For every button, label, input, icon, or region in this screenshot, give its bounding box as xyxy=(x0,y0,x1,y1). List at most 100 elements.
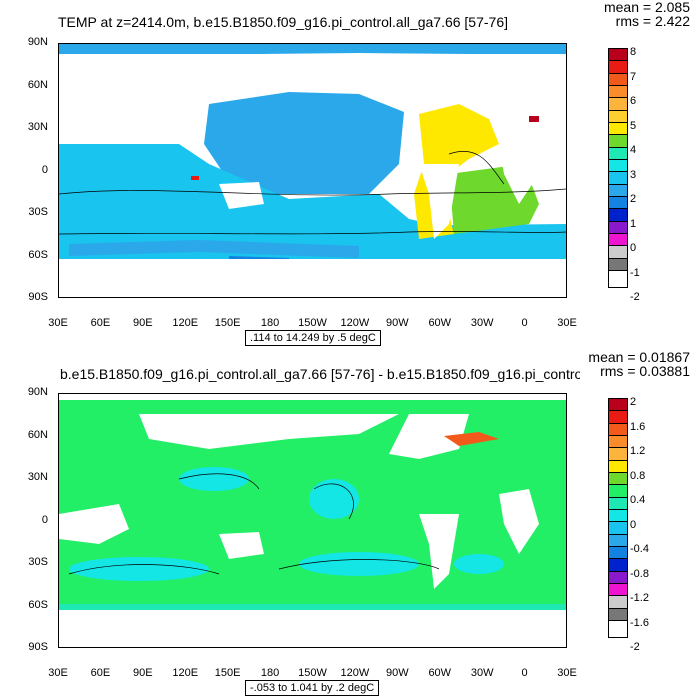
cbar1-bin xyxy=(609,110,627,123)
panel1-stats: mean = 2.085 rms = 2.422 xyxy=(604,0,690,28)
lon-label: 90W xyxy=(386,667,409,679)
lat-label: 30S xyxy=(28,556,48,568)
colorbar-label: 2 xyxy=(630,193,637,205)
cbar2-bin xyxy=(609,522,627,535)
lat-label: 60S xyxy=(28,248,48,261)
cbar1-bin xyxy=(609,221,627,234)
anomaly-1 xyxy=(179,467,249,491)
panel2-title: b.e15.B1850.f09_g16.pi_control.all_ga7.6… xyxy=(60,366,580,382)
contour-2 xyxy=(59,231,566,235)
lon-label: 120E xyxy=(172,667,199,679)
lon-label: 150W xyxy=(298,667,327,679)
anomaly-5 xyxy=(454,554,504,574)
cbar2-bin xyxy=(609,559,627,572)
cbar2-bin xyxy=(609,546,627,560)
panel2-mean: mean = 0.01867 xyxy=(588,349,690,365)
colorbar-label: -0.4 xyxy=(630,543,649,555)
colorbar-label: 3 xyxy=(630,168,637,181)
africa xyxy=(499,489,539,554)
australia xyxy=(219,532,264,559)
panel2-rms: rms = 0.03881 xyxy=(600,363,690,379)
panel1-title: TEMP at z=2414.0m, b.e15.B1850.f09_g16.p… xyxy=(58,14,509,30)
lat-label: 30N xyxy=(27,471,48,483)
colorbar-label: -2 xyxy=(630,291,640,303)
colorbar-label: 0 xyxy=(630,518,637,531)
panel2-map-svg xyxy=(59,394,566,647)
cbar1-bin xyxy=(609,85,627,99)
lon-label: 150W xyxy=(298,317,327,329)
cbar2-bin xyxy=(609,423,627,436)
cbar2-bin xyxy=(609,509,627,523)
cbar1-bin xyxy=(609,172,627,185)
panel2-colorbar xyxy=(608,398,628,638)
contour-2 xyxy=(313,483,354,520)
lat-label: 30N xyxy=(27,121,48,133)
cbar1-bin xyxy=(609,246,627,259)
lat-label: 60S xyxy=(28,598,48,611)
lon-label: 60W xyxy=(428,317,452,329)
colorbar-label: 1 xyxy=(630,217,637,230)
lon-label: 30E xyxy=(557,317,577,329)
india-region xyxy=(59,504,129,544)
panel1-map-svg xyxy=(59,44,566,297)
colorbar-label: -1 xyxy=(630,266,640,279)
cbar2-bin xyxy=(609,583,627,597)
lon-label: 0 xyxy=(521,667,528,679)
arctic-warm xyxy=(444,432,499,446)
lon-label: 60E xyxy=(90,317,111,329)
cbar1-bin xyxy=(609,147,627,160)
colorbar-label: -1.2 xyxy=(630,592,649,604)
mediterranean-warm xyxy=(529,116,539,122)
panel1-range: .114 to 14.249 by .5 degC xyxy=(245,330,381,346)
cbar1-bin xyxy=(609,61,627,74)
cbar2-bin xyxy=(609,435,627,449)
cbar1-bin xyxy=(609,98,627,111)
lon-label: 150E xyxy=(214,317,241,329)
circumpolar-current xyxy=(69,240,359,258)
lon-label: 30W xyxy=(470,667,494,679)
colorbar-label: -2 xyxy=(630,641,640,653)
cbar2-bin xyxy=(609,608,627,621)
lon-label: 120E xyxy=(172,317,199,329)
cbar2-bin xyxy=(609,485,627,498)
cbar1-bin xyxy=(609,135,627,148)
contour-3 xyxy=(278,559,440,570)
panel2-map xyxy=(58,393,567,648)
north-america xyxy=(389,64,469,109)
panel1-colorbar xyxy=(608,48,628,288)
panel1-mean: mean = 2.085 xyxy=(603,0,690,15)
cbar2-bin xyxy=(609,534,627,547)
colorbar-label: 8 xyxy=(630,46,637,58)
colorbar-label: 0 xyxy=(630,242,637,254)
cbar2-bin xyxy=(609,460,627,473)
anomaly-band xyxy=(59,604,566,610)
warm-patch xyxy=(191,176,199,180)
lon-label: 90W xyxy=(386,317,409,329)
lat-label: 90S xyxy=(28,641,48,653)
cbar1-bin xyxy=(609,196,627,210)
lon-label: 180 xyxy=(260,667,280,679)
colorbar-label: 0.8 xyxy=(630,469,646,482)
cbar1-bin xyxy=(609,209,627,222)
eurasia xyxy=(139,414,399,449)
cbar1-bin xyxy=(609,159,627,173)
australia xyxy=(219,182,264,209)
lon-label: 30W xyxy=(470,317,494,329)
eurasia xyxy=(159,64,399,99)
cbar2-bin xyxy=(609,448,627,461)
north-pacific xyxy=(204,92,404,194)
lon-label: 30E xyxy=(48,667,68,679)
colorbar-label: 2 xyxy=(630,396,637,408)
lon-label: 30E xyxy=(48,317,68,329)
lat-label: 60N xyxy=(27,428,48,441)
lat-label: 90N xyxy=(27,386,48,398)
lat-label: 60N xyxy=(27,78,48,91)
lat-label: 90S xyxy=(28,291,48,303)
cbar2-bin xyxy=(609,399,627,412)
anomaly-3 xyxy=(299,552,419,576)
cbar1-bin xyxy=(609,73,627,86)
cbar2-bin xyxy=(609,497,627,510)
arctic-ocean xyxy=(59,44,566,54)
panel2-range: -.053 to 1.041 by .2 degC xyxy=(245,680,380,696)
contour-1 xyxy=(59,188,566,196)
